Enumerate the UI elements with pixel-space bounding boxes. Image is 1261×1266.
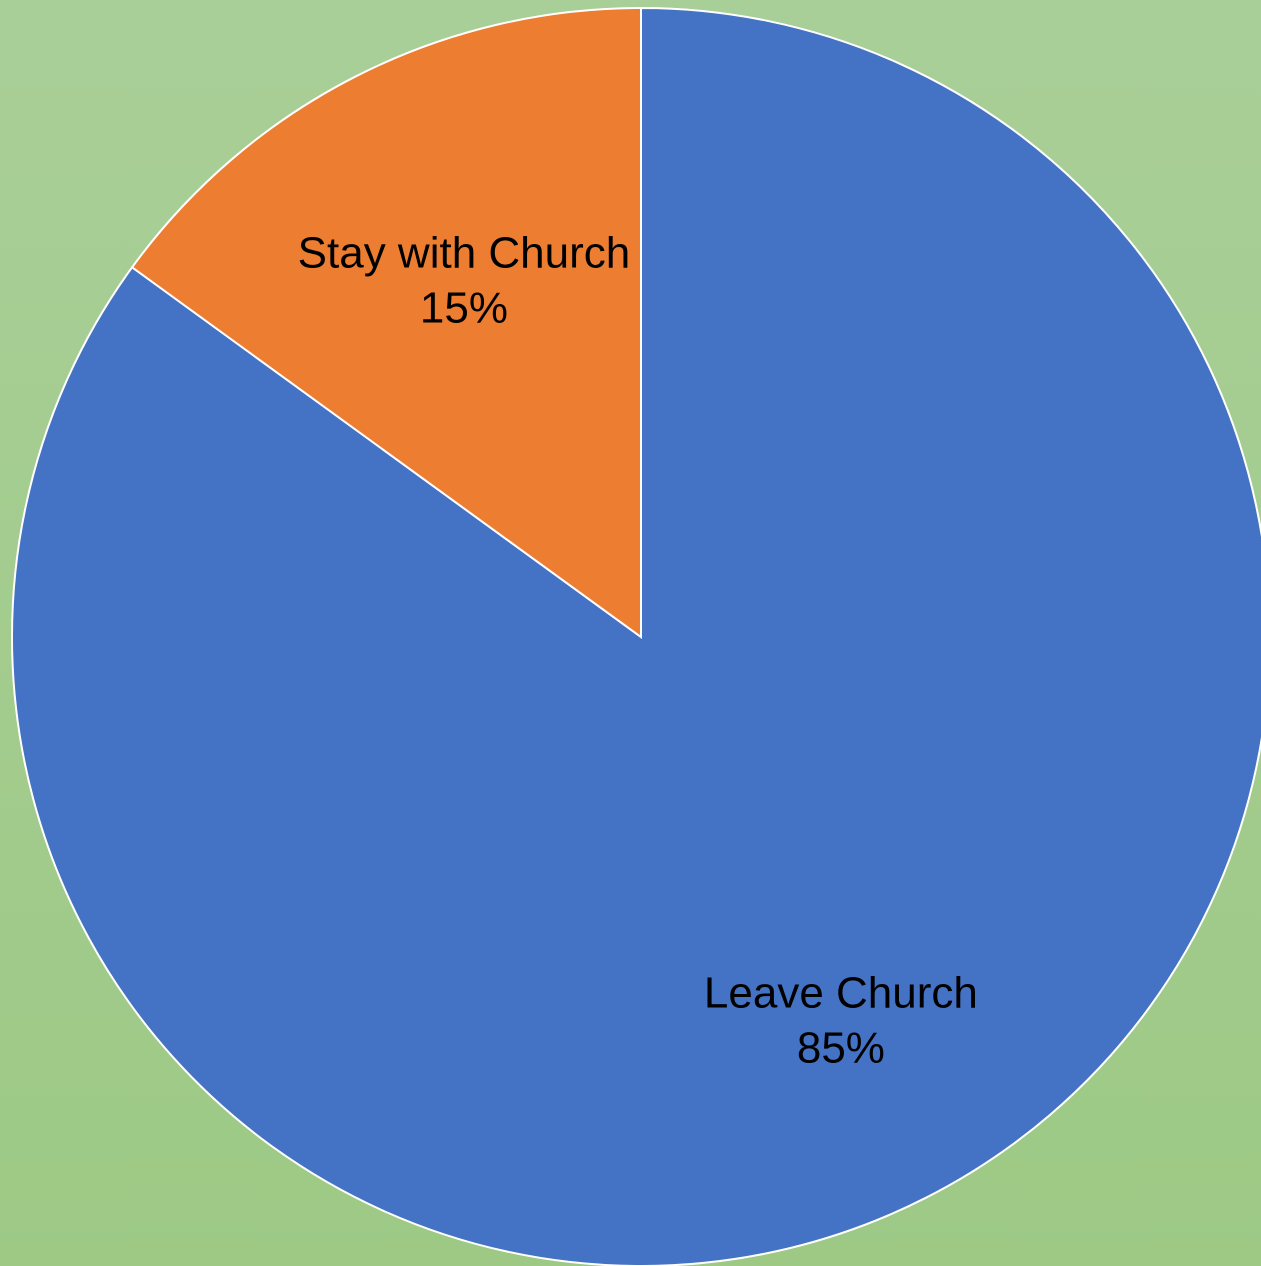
data-label-leave-church: Leave Church 85% xyxy=(704,968,978,1072)
data-label-category-stay-with-church: Stay with Church xyxy=(298,229,631,278)
data-label-stay-with-church: Stay with Church 15% xyxy=(298,229,631,333)
data-label-category-leave-church: Leave Church xyxy=(704,968,978,1017)
data-label-percent-stay-with-church: 15% xyxy=(420,284,508,333)
data-label-percent-leave-church: 85% xyxy=(797,1023,885,1072)
pie-slice-stay-with-church xyxy=(130,6,642,639)
pie-slice-leave-church xyxy=(11,6,1261,1266)
